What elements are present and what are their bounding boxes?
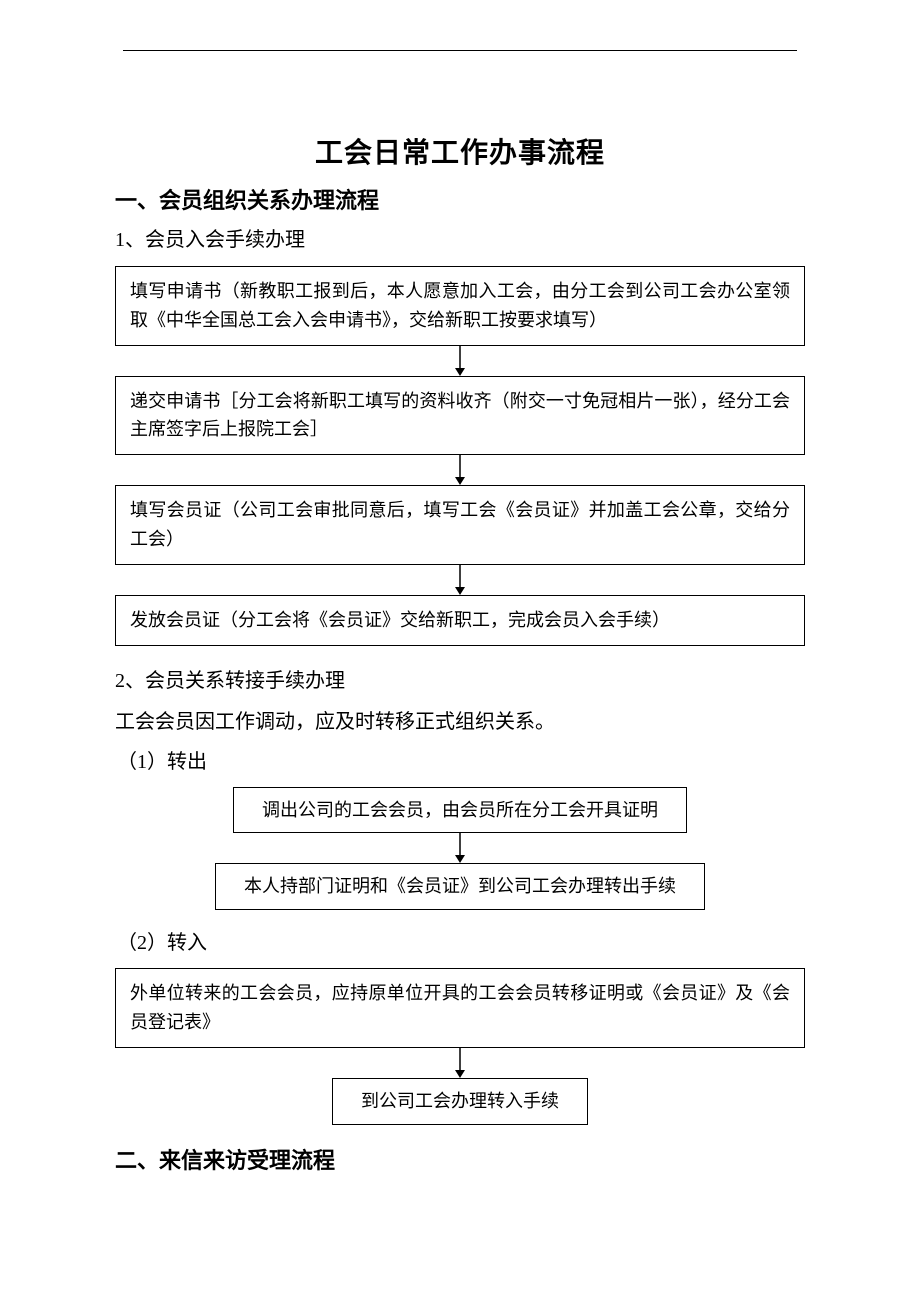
transfer-out-label: （1）转出 [117,747,805,777]
flow-node: 填写会员证（公司工会审批同意后，填写工会《会员证》并加盖工会公章，交给分工会） [115,485,805,565]
flow-row: 本人持部门证明和《会员证》到公司工会办理转出手续 [115,863,805,910]
flow-arrow [115,455,805,485]
section-2-heading: 二、来信来访受理流程 [115,1143,805,1175]
arrow-down-icon [451,1048,469,1078]
flow-node: 调出公司的工会会员，由会员所在分工会开具证明 [233,787,687,834]
flow-arrow [115,833,805,863]
flowchart-membership-join: 填写申请书（新教职工报到后，本人愿意加入工会，由分工会到公司工会办公室领取《中华… [115,266,805,646]
flow-node: 发放会员证（分工会将《会员证》交给新职工，完成会员入会手续） [115,595,805,646]
section-1-sub-1-label: 1、会员入会手续办理 [115,223,805,252]
arrow-down-icon [451,833,469,863]
section-1-heading: 一、会员组织关系办理流程 [115,183,805,215]
flow-node: 本人持部门证明和《会员证》到公司工会办理转出手续 [215,863,705,910]
section-1-sub-2-label: 2、会员关系转接手续办理 [115,664,805,693]
flowchart-transfer-in: 外单位转来的工会会员，应持原单位开具的工会会员转移证明或《会员证》及《会员登记表… [115,968,805,1124]
arrow-down-icon [451,346,469,376]
flow-row: 调出公司的工会会员，由会员所在分工会开具证明 [115,787,805,834]
transfer-in-label: （2）转入 [117,928,805,958]
document-page: 工会日常工作办事流程 一、会员组织关系办理流程 1、会员入会手续办理 填写申请书… [0,0,920,1233]
flow-row: 到公司工会办理转入手续 [115,1078,805,1125]
flow-node: 到公司工会办理转入手续 [332,1078,588,1125]
header-rule [123,50,797,51]
flow-node: 填写申请书（新教职工报到后，本人愿意加入工会，由分工会到公司工会办公室领取《中华… [115,266,805,346]
section-1-sub-2-intro: 工会会员因工作调动，应及时转移正式组织关系。 [115,707,805,737]
arrow-down-icon [451,565,469,595]
flow-arrow [115,565,805,595]
flow-node: 递交申请书［分工会将新职工填写的资料收齐（附交一寸免冠相片一张），经分工会主席签… [115,376,805,456]
flow-node: 外单位转来的工会会员，应持原单位开具的工会会员转移证明或《会员证》及《会员登记表… [115,968,805,1048]
arrow-down-icon [451,455,469,485]
flow-arrow [115,1048,805,1078]
flow-arrow [115,346,805,376]
document-title: 工会日常工作办事流程 [115,131,805,171]
flowchart-transfer-out: 调出公司的工会会员，由会员所在分工会开具证明 本人持部门证明和《会员证》到公司工… [115,787,805,911]
